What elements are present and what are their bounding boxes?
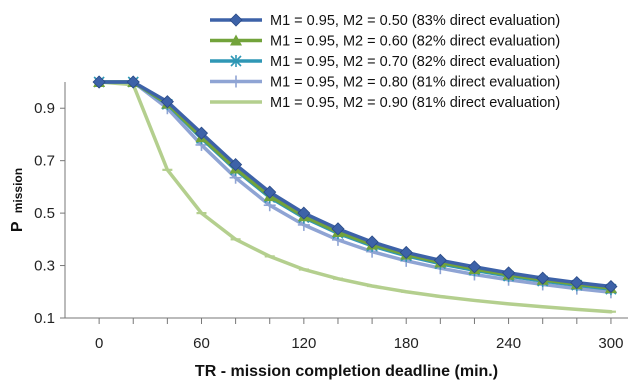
- data-point: [433, 253, 447, 267]
- data-point: [365, 235, 379, 249]
- legend-entry-1: M1 = 0.95, M2 = 0.50 (83% direct evaluat…: [210, 13, 560, 29]
- data-point: [194, 126, 209, 140]
- x-tick-label: 300: [598, 335, 623, 352]
- data-point: [467, 260, 482, 274]
- legend-swatch-marker: [230, 55, 242, 67]
- data-point: [399, 245, 413, 260]
- series-1: [92, 75, 618, 294]
- plot-area: 0.1 0.3 0.5 0.7 0.9 0 60 120 180 240 300: [34, 75, 628, 352]
- x-tick-label: 120: [291, 335, 316, 352]
- x-tick-label: 180: [394, 335, 419, 352]
- series-line: [97, 80, 613, 290]
- data-point: [92, 75, 106, 89]
- series-line: [97, 80, 613, 289]
- legend-label: M1 = 0.95, M2 = 0.90 (81% direct evaluat…: [270, 95, 560, 111]
- x-tick-label: 240: [496, 335, 521, 352]
- x-tick-label: 60: [193, 335, 210, 352]
- legend-label: M1 = 0.95, M2 = 0.50 (83% direct evaluat…: [270, 13, 560, 29]
- legend-label: M1 = 0.95, M2 = 0.80 (81% direct evaluat…: [270, 75, 560, 91]
- data-point: [229, 158, 243, 172]
- y-axis-ticks: 0.1 0.3 0.5 0.7 0.9: [34, 100, 65, 327]
- data-point: [570, 276, 584, 290]
- legend-entry-5: M1 = 0.95, M2 = 0.90 (81% direct evaluat…: [210, 95, 560, 111]
- legend-swatch-marker: [230, 75, 242, 88]
- x-tick-label: 0: [95, 335, 103, 352]
- data-point: [604, 279, 618, 294]
- legend-entry-4: M1 = 0.95, M2 = 0.80 (81% direct evaluat…: [210, 75, 560, 91]
- y-axis-title-sub: mission: [11, 168, 25, 213]
- legend-swatch-marker: [230, 34, 242, 46]
- data-point: [331, 222, 345, 236]
- x-axis-title: TR - mission completion deadline (min.): [195, 363, 498, 380]
- data-point: [502, 266, 516, 280]
- legend-entry-2: M1 = 0.95, M2 = 0.60 (82% direct evaluat…: [210, 34, 560, 50]
- x-axis-ticks: 0 60 120 180 240 300: [95, 318, 623, 352]
- series-layer: [92, 75, 618, 314]
- data-point: [160, 95, 174, 109]
- legend-entry-3: M1 = 0.95, M2 = 0.70 (82% direct evaluat…: [210, 54, 560, 70]
- data-point: [263, 185, 277, 199]
- data-point: [297, 206, 311, 220]
- data-point: [536, 271, 550, 285]
- data-point: [126, 75, 140, 89]
- legend: M1 = 0.95, M2 = 0.50 (83% direct evaluat…: [210, 13, 560, 111]
- y-axis-title-main: P: [9, 221, 26, 232]
- y-tick-label: 0.1: [34, 310, 55, 327]
- y-tick-label: 0.9: [34, 100, 55, 117]
- series-line: [97, 80, 613, 295]
- legend-swatch-marker: [229, 13, 243, 27]
- y-tick-label: 0.7: [34, 153, 55, 170]
- legend-label: M1 = 0.95, M2 = 0.70 (82% direct evaluat…: [270, 54, 560, 70]
- y-tick-label: 0.5: [34, 205, 55, 222]
- y-tick-label: 0.3: [34, 258, 55, 275]
- legend-label: M1 = 0.95, M2 = 0.60 (82% direct evaluat…: [270, 34, 560, 50]
- series-line: [97, 80, 613, 314]
- y-axis-title: P mission: [9, 168, 26, 232]
